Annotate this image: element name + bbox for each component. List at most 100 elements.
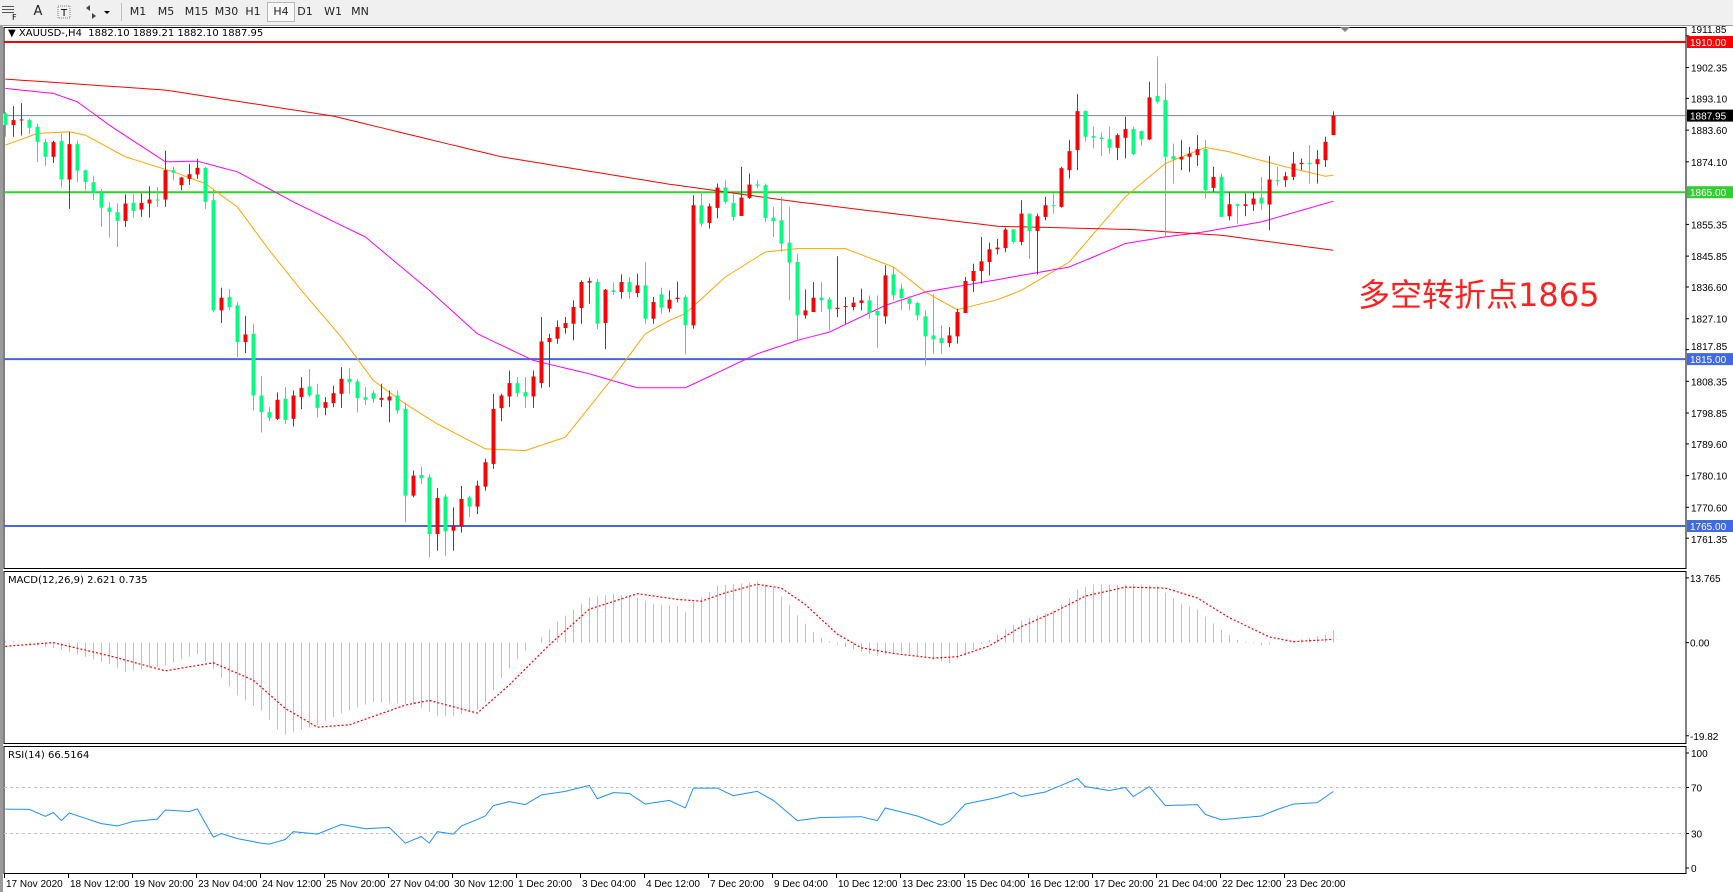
candle-body (1083, 111, 1088, 137)
candle-body (1139, 131, 1144, 140)
timeframe-d1[interactable]: D1 (297, 5, 313, 18)
candle-body (507, 383, 512, 397)
candle (1179, 140, 1184, 171)
text-a-icon[interactable]: A (33, 4, 43, 19)
candle-body (539, 341, 544, 384)
candle-body (563, 323, 568, 329)
candle-body (1331, 115, 1336, 136)
candle (707, 203, 712, 229)
price-tick-label: 1780.10 (1691, 472, 1728, 483)
candle (1163, 83, 1168, 237)
candle (499, 393, 504, 422)
rsi-axis-label: 100 (1691, 749, 1708, 760)
candle-body (323, 402, 328, 408)
toolbar: F A T M1 M5 M15 M30 H1 H4 D1 W1 MN (0, 0, 1733, 26)
candle (211, 188, 216, 313)
collapse-triangle-icon[interactable]: ▼ (8, 28, 16, 39)
candle (867, 295, 872, 319)
price-tick-label: 1808.35 (1691, 377, 1728, 388)
toolbar-separator (121, 3, 122, 21)
candle-body (259, 395, 264, 413)
candle (1083, 110, 1088, 142)
candle (1315, 150, 1320, 184)
candle (747, 173, 752, 199)
price-tick-label: 1770.60 (1691, 503, 1728, 514)
candle (459, 485, 464, 533)
candle-body (947, 335, 952, 344)
candle-body (547, 338, 552, 343)
price-tick-label: 1893.10 (1691, 94, 1728, 105)
text-label-icon[interactable]: T (56, 3, 72, 21)
candle (1235, 203, 1240, 224)
candle (27, 118, 32, 134)
candle (603, 289, 608, 350)
candle-body (675, 297, 680, 300)
candle (1099, 132, 1104, 156)
svg-text:F: F (12, 13, 17, 21)
candle (251, 323, 256, 411)
timeframe-m1[interactable]: M1 (129, 5, 147, 18)
candle (523, 377, 528, 408)
candle (419, 466, 424, 484)
candle-body (923, 316, 928, 337)
grid-icon[interactable]: F (0, 3, 20, 22)
candle-body (131, 202, 136, 211)
candle-body (1187, 153, 1192, 157)
chart-canvas[interactable]: 1911.85 1902.35 1893.10 1883.60 1874.10 1855.… (0, 26, 1733, 892)
candle-body (875, 311, 880, 316)
candle-body (1035, 216, 1040, 231)
candle (155, 186, 160, 207)
candle-body (1147, 97, 1152, 140)
timeframe-h4[interactable]: H4 (267, 2, 295, 22)
candle (843, 297, 848, 324)
candle (1139, 131, 1144, 146)
candle (355, 379, 360, 413)
pivot-annotation: 多空转折点1865 (1358, 276, 1600, 314)
candle (59, 133, 64, 188)
candle (635, 273, 640, 298)
candle (595, 278, 600, 330)
candle-body (1027, 213, 1032, 231)
candle (1299, 158, 1304, 171)
time-axis-label: 24 Nov 12:00 (262, 879, 322, 890)
time-axis-label: 22 Dec 12:00 (1222, 879, 1282, 890)
timeframe-m5[interactable]: M5 (157, 5, 175, 18)
time-axis-label: 17 Dec 20:00 (1094, 879, 1154, 890)
candle-body (843, 306, 848, 308)
candle (403, 402, 408, 523)
timeframe-m15[interactable]: M15 (184, 5, 209, 18)
time-axis-label: 7 Dec 20:00 (710, 879, 764, 890)
symbol-label: XAUUSD-,H4 (18, 28, 82, 39)
candle (275, 392, 280, 420)
window-frame (0, 26, 3, 892)
chart-shift-marker-icon (1340, 27, 1350, 32)
price-tick-label: 1855.35 (1691, 220, 1728, 231)
candle-body (1235, 204, 1240, 206)
timeframe-w1[interactable]: W1 (324, 5, 342, 18)
candle-body (587, 281, 592, 283)
candle (467, 495, 472, 518)
arrows-icon[interactable] (82, 3, 112, 21)
timeframe-mn[interactable]: MN (351, 5, 369, 18)
candle (1051, 193, 1056, 214)
candle (931, 294, 936, 354)
candle (491, 393, 496, 469)
time-axis-label: 16 Dec 12:00 (1030, 879, 1090, 890)
candle-body (1243, 204, 1248, 206)
time-axis-label: 30 Nov 12:00 (454, 879, 514, 890)
candle (11, 106, 16, 137)
candle-body (99, 192, 104, 208)
price-tick-label: 1789.60 (1691, 440, 1728, 451)
candle (83, 170, 88, 191)
price-tag-label: 1865.00 (1690, 188, 1727, 199)
macd-pane-border (3, 571, 1687, 744)
timeframe-h1[interactable]: H1 (245, 5, 261, 18)
candle (907, 296, 912, 311)
candle (835, 256, 840, 318)
timeframe-m30[interactable]: M30 (214, 5, 239, 18)
candle-body (899, 288, 904, 299)
candle (891, 266, 896, 301)
candle-body (963, 281, 968, 314)
price-tag-label: 1910.00 (1690, 38, 1727, 49)
candle (691, 195, 696, 329)
